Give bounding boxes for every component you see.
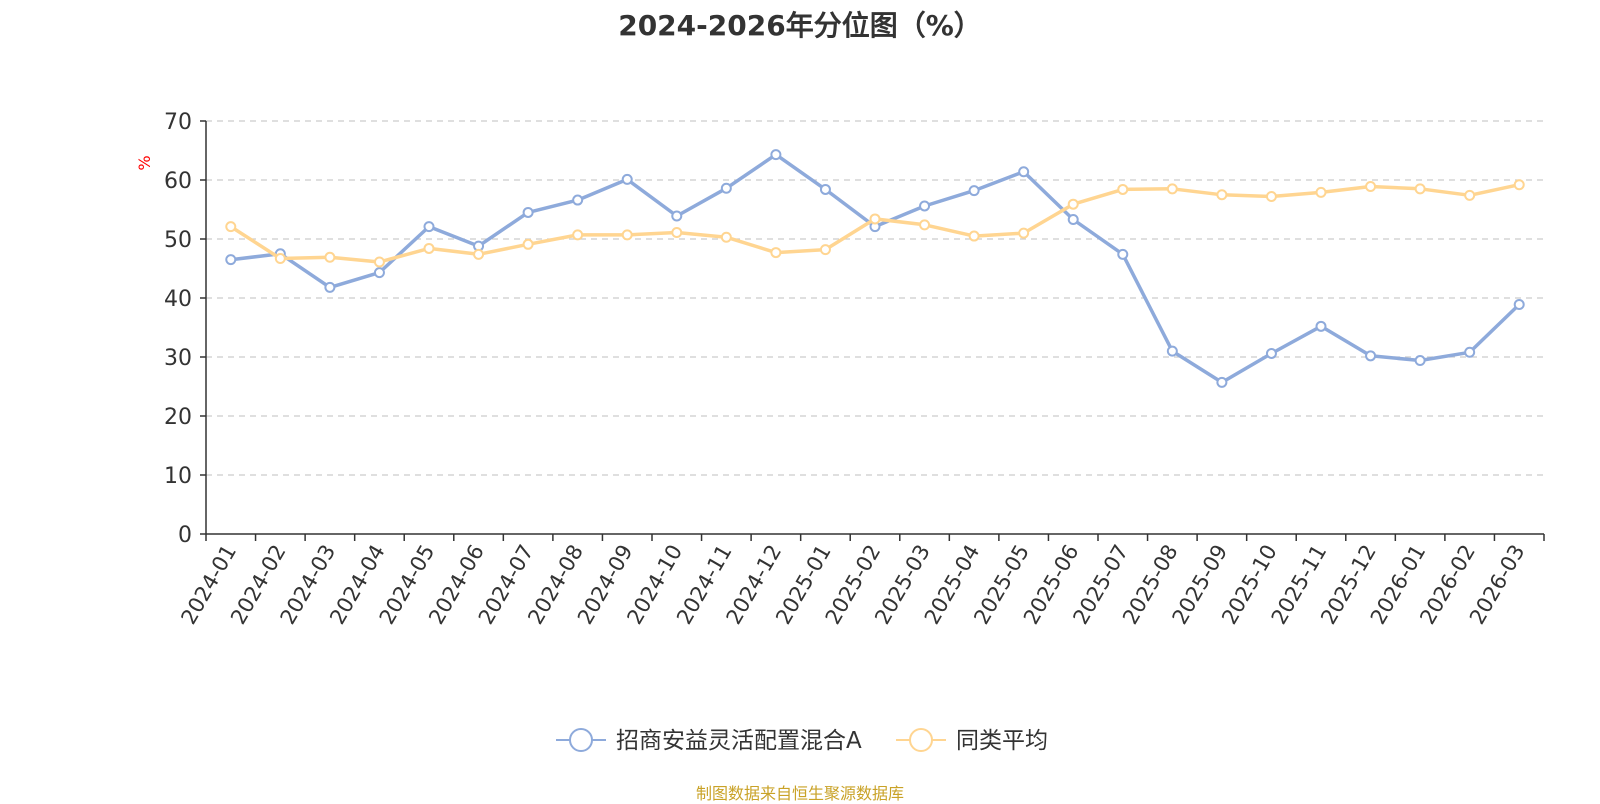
data-point bbox=[324, 281, 336, 293]
data-point bbox=[968, 185, 980, 197]
y-axis-label: % bbox=[135, 155, 154, 170]
series-1 bbox=[225, 149, 1525, 388]
y-tick-label: 50 bbox=[164, 228, 192, 253]
source-note: 制图数据来自恒生聚源数据库 bbox=[695, 784, 904, 803]
data-point bbox=[720, 182, 732, 194]
data-point bbox=[621, 229, 633, 241]
data-point bbox=[225, 221, 237, 233]
data-point bbox=[572, 194, 584, 206]
data-point bbox=[1513, 298, 1525, 310]
legend-item-1[interactable]: 招商安益灵活配置混合A bbox=[556, 728, 862, 754]
legend-label: 同类平均 bbox=[956, 728, 1048, 754]
data-point bbox=[1414, 183, 1426, 195]
data-point bbox=[1365, 350, 1377, 362]
gridlines bbox=[206, 120, 1544, 476]
data-point bbox=[1216, 189, 1228, 201]
data-point bbox=[1166, 183, 1178, 195]
data-point bbox=[373, 267, 385, 279]
y-tick-label: 70 bbox=[164, 110, 192, 135]
data-point bbox=[1464, 189, 1476, 201]
data-point bbox=[770, 247, 782, 259]
data-point bbox=[473, 248, 485, 260]
series-layer bbox=[225, 149, 1525, 388]
data-point bbox=[1067, 214, 1079, 226]
y-tick-label: 40 bbox=[164, 287, 192, 312]
y-tick-label: 60 bbox=[164, 169, 192, 194]
data-point bbox=[919, 219, 931, 231]
legend-label: 招商安益灵活配置混合A bbox=[616, 728, 862, 754]
data-point bbox=[324, 251, 336, 263]
legend-marker-icon bbox=[909, 728, 933, 752]
chart-title: 2024-2026年分位图（%） bbox=[618, 9, 982, 42]
data-point bbox=[274, 252, 286, 264]
data-point bbox=[819, 183, 831, 195]
data-point bbox=[968, 230, 980, 242]
data-point bbox=[720, 231, 732, 243]
series-2 bbox=[225, 179, 1525, 268]
data-point bbox=[522, 206, 534, 218]
y-tick-label: 10 bbox=[164, 464, 192, 489]
data-point bbox=[1315, 186, 1327, 198]
data-point bbox=[1414, 355, 1426, 367]
data-point bbox=[1265, 191, 1277, 203]
data-point bbox=[1018, 166, 1030, 178]
data-point bbox=[1216, 376, 1228, 388]
axes: 010203040506070%2024-012024-022024-03202… bbox=[135, 110, 1545, 628]
data-point bbox=[621, 173, 633, 185]
y-tick-label: 30 bbox=[164, 346, 192, 371]
data-point bbox=[423, 221, 435, 233]
data-point bbox=[919, 200, 931, 212]
data-point bbox=[1265, 347, 1277, 359]
y-tick-label: 20 bbox=[164, 405, 192, 430]
data-point bbox=[1018, 227, 1030, 239]
data-point bbox=[1117, 248, 1129, 260]
y-tick-label: 0 bbox=[178, 523, 192, 548]
data-point bbox=[572, 229, 584, 241]
legend-marker-icon bbox=[569, 728, 593, 752]
data-point bbox=[819, 244, 831, 256]
data-point bbox=[1166, 345, 1178, 357]
data-point bbox=[225, 254, 237, 266]
data-point bbox=[423, 242, 435, 254]
data-point bbox=[1117, 183, 1129, 195]
data-point bbox=[869, 213, 881, 225]
data-point bbox=[373, 256, 385, 268]
data-point bbox=[1315, 320, 1327, 332]
data-point bbox=[1365, 180, 1377, 192]
data-point bbox=[1513, 179, 1525, 191]
data-point bbox=[671, 227, 683, 239]
data-point bbox=[1067, 198, 1079, 210]
data-point bbox=[1464, 346, 1476, 358]
legend-item-2[interactable]: 同类平均 bbox=[896, 728, 1048, 754]
data-point bbox=[770, 149, 782, 161]
data-point bbox=[522, 238, 534, 250]
series-line bbox=[229, 152, 1521, 385]
legend[interactable]: 招商安益灵活配置混合A 同类平均 bbox=[556, 728, 1048, 754]
data-point bbox=[671, 210, 683, 222]
